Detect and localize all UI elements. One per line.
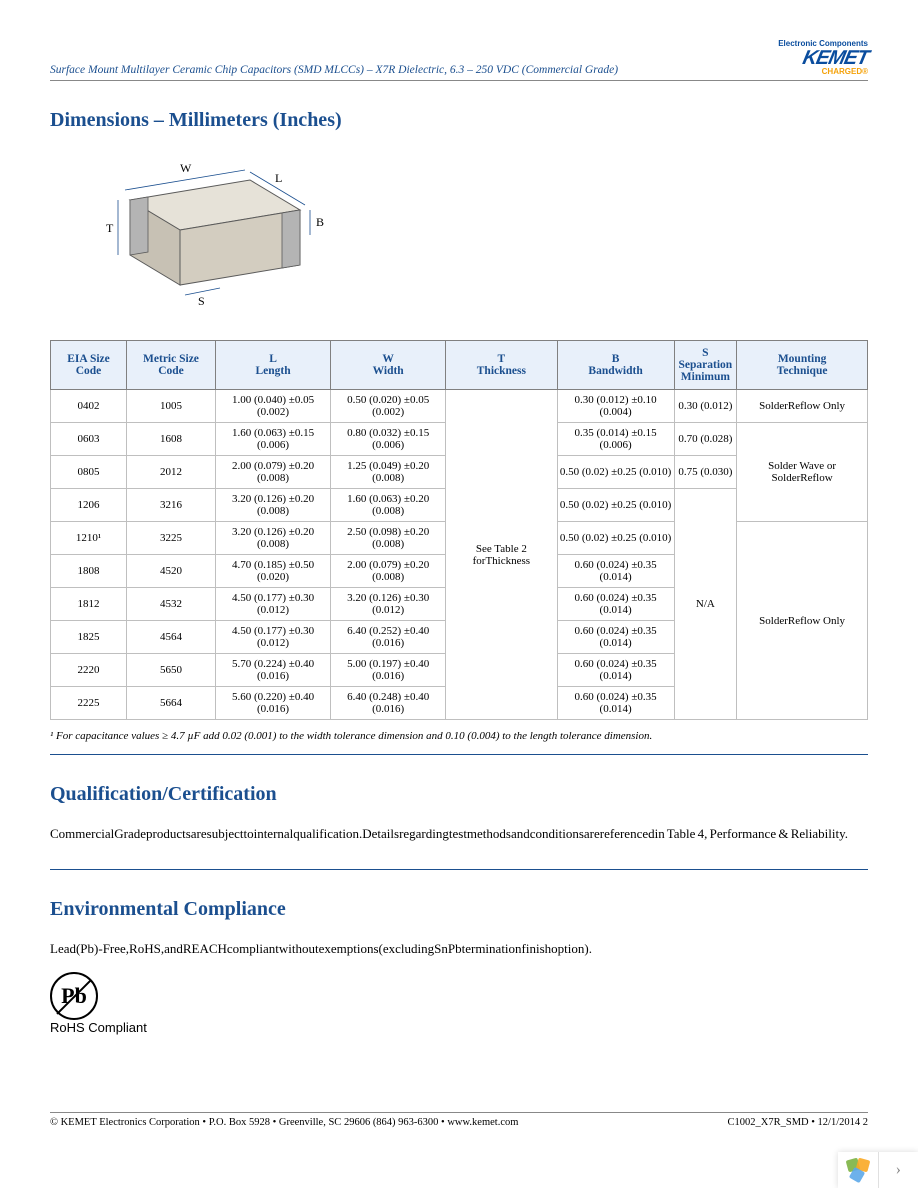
page: Surface Mount Multilayer Ceramic Chip Ca… (0, 0, 918, 1188)
chip-dimension-diagram: W L T B S (70, 150, 330, 320)
viewer-widget: › (838, 1152, 918, 1188)
section-divider (50, 869, 868, 870)
environmental-text: Lead(Pb)-Free,RoHS,andREACHcompliantwith… (50, 939, 868, 960)
dim-label-b: B (316, 215, 324, 229)
pb-free-icon: Pb (50, 972, 98, 1020)
col-width: WWidth (331, 341, 446, 390)
section-heading-dimensions: Dimensions – Millimeters (Inches) (50, 109, 868, 132)
dimensions-table: EIA Size Code Metric Size Code LLength W… (50, 340, 868, 720)
col-thickness: TThickness (446, 341, 558, 390)
dim-label-l: L (275, 171, 282, 185)
table-footnote: ¹ For capacitance values ≥ 4.7 µF add 0.… (50, 730, 868, 742)
rohs-label: RoHS Compliant (50, 1020, 868, 1035)
dim-label-t: T (106, 221, 114, 235)
document-title: Surface Mount Multilayer Ceramic Chip Ca… (50, 64, 778, 76)
col-length: LLength (215, 341, 330, 390)
kemet-logo: Electronic Components KEMET CHARGED® (778, 40, 868, 76)
col-mounting: MountingTechnique (737, 341, 868, 390)
rohs-badge: Pb RoHS Compliant (50, 972, 868, 1035)
table-row: 04021005 1.00 (0.040) ±0.05 (0.002)0.50 … (51, 390, 868, 423)
col-separation: SSeparationMinimum (674, 341, 737, 390)
logo-tagline-bottom: CHARGED® (778, 68, 868, 76)
viewer-logo-icon[interactable] (838, 1152, 878, 1188)
next-page-button[interactable]: › (878, 1152, 918, 1188)
footer-left: © KEMET Electronics Corporation • P.O. B… (50, 1117, 518, 1128)
section-heading-qualification: Qualification/Certification (50, 783, 868, 806)
dim-label-s: S (198, 294, 205, 308)
section-divider (50, 754, 868, 755)
logo-text: KEMET (801, 48, 870, 68)
col-metric: Metric Size Code (127, 341, 216, 390)
thickness-note-cell: See Table 2 forThickness (446, 390, 558, 720)
page-header: Surface Mount Multilayer Ceramic Chip Ca… (50, 40, 868, 81)
qualification-text: CommercialGradeproductsaresubjecttointer… (50, 824, 868, 845)
col-eia: EIA Size Code (51, 341, 127, 390)
dim-label-w: W (180, 161, 192, 175)
page-footer: © KEMET Electronics Corporation • P.O. B… (50, 1112, 868, 1128)
section-heading-environmental: Environmental Compliance (50, 898, 868, 921)
footer-right: C1002_X7R_SMD • 12/1/2014 2 (728, 1117, 868, 1128)
col-bandwidth: BBandwidth (557, 341, 674, 390)
